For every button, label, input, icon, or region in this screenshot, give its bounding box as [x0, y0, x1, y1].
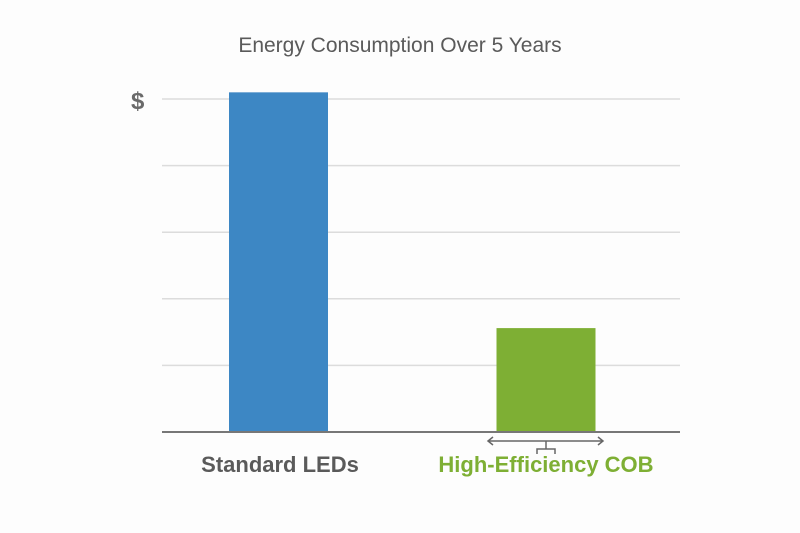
width-bracket-icon: [486, 436, 605, 454]
bar-1: [496, 328, 596, 432]
category-label-high-efficiency-cob: High-Efficiency COB: [438, 452, 654, 477]
y-axis-label: $: [131, 88, 145, 115]
bar-0: [229, 92, 328, 432]
chart-title: Energy Consumption Over 5 Years: [238, 34, 562, 57]
category-label-standard-leds: Standard LEDs: [201, 452, 359, 477]
